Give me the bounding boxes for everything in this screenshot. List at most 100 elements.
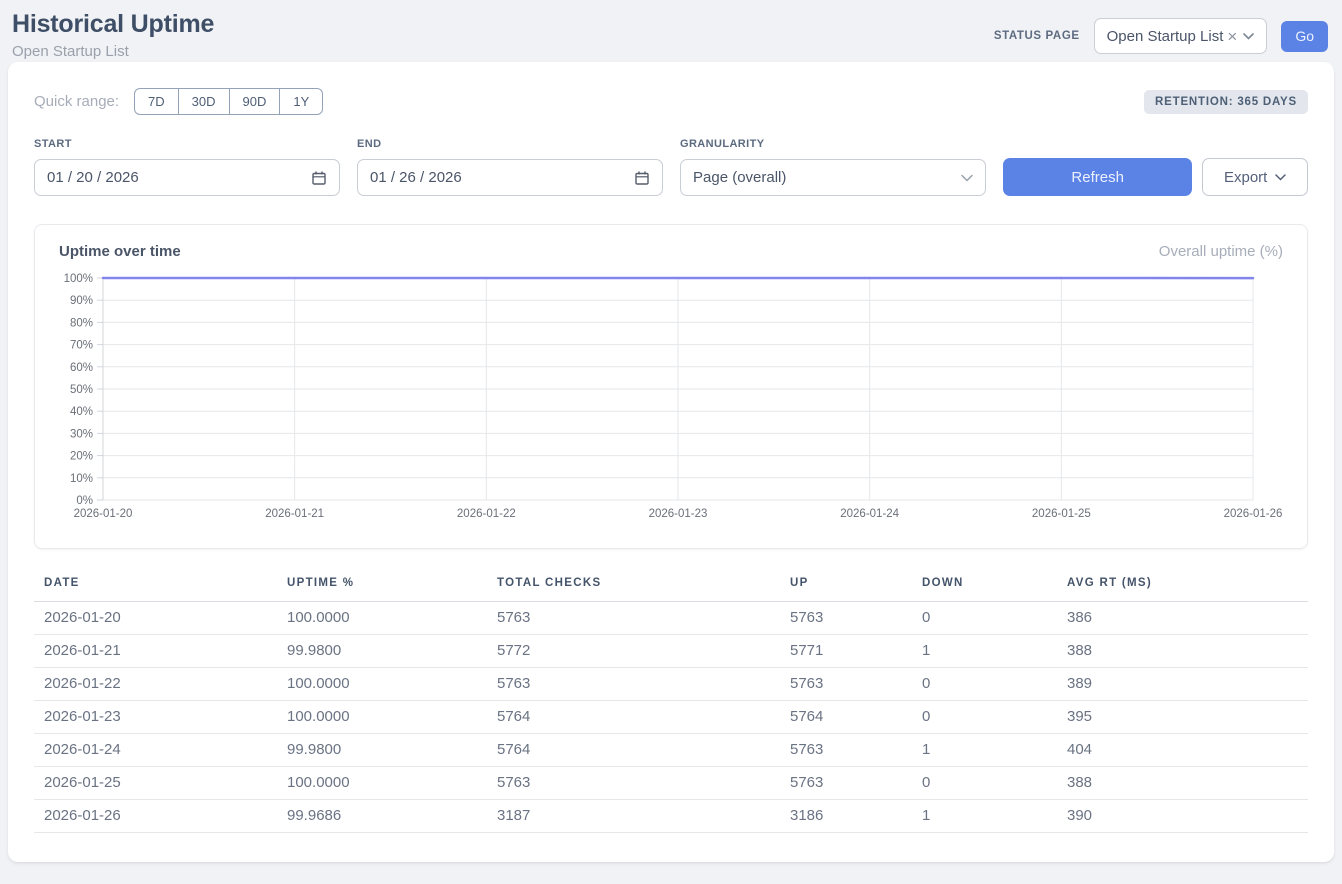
table-cell: 100.0000	[277, 668, 487, 701]
export-button-label: Export	[1224, 169, 1267, 186]
table-cell: 1	[912, 734, 1057, 767]
table-cell: 2026-01-21	[34, 635, 277, 668]
clear-icon[interactable]: ×	[1227, 28, 1237, 45]
chevron-down-icon	[1243, 33, 1254, 40]
go-button[interactable]: Go	[1281, 21, 1328, 52]
table-cell: 3187	[487, 800, 780, 833]
page-heading-group: Historical Uptime Open Startup List	[12, 10, 214, 60]
table-header-row: DATEUPTIME %TOTAL CHECKSUPDOWNAVG RT (MS…	[34, 577, 1308, 602]
table-cell: 388	[1057, 635, 1308, 668]
quick-range-button-1y[interactable]: 1Y	[279, 88, 323, 115]
status-page-controls: STATUS PAGE Open Startup List × Go	[994, 18, 1328, 54]
uptime-chart-card: Uptime over time Overall uptime (%) 0% 10…	[34, 224, 1308, 549]
table-cell: 0	[912, 701, 1057, 734]
end-date-label: END	[357, 138, 663, 150]
quick-range-label: Quick range:	[34, 93, 119, 110]
table-cell: 0	[912, 602, 1057, 635]
table-cell: 5763	[487, 602, 780, 635]
table-cell: 5763	[487, 668, 780, 701]
table-cell: 389	[1057, 668, 1308, 701]
table-column-header: AVG RT (MS)	[1057, 577, 1308, 602]
y-axis-tick-label: 60%	[70, 362, 93, 374]
quick-range-button-30d[interactable]: 30D	[178, 88, 230, 115]
table-column-header: UPTIME %	[277, 577, 487, 602]
refresh-button[interactable]: Refresh	[1003, 158, 1192, 196]
quick-range-group: Quick range: 7D30D90D1Y	[34, 88, 323, 115]
page-subtitle: Open Startup List	[12, 43, 214, 60]
x-axis-tick-label: 2026-01-22	[457, 508, 516, 520]
table-cell: 2026-01-25	[34, 767, 277, 800]
end-date-field: END 01 / 26 / 2026	[357, 138, 663, 196]
table-column-header: DOWN	[912, 577, 1057, 602]
granularity-value: Page (overall)	[693, 169, 786, 186]
y-axis-tick-label: 100%	[64, 273, 93, 285]
table-row: 2026-01-2499.9800576457631404	[34, 734, 1308, 767]
table-column-header: UP	[780, 577, 912, 602]
table-cell: 2026-01-26	[34, 800, 277, 833]
table-cell: 5763	[780, 602, 912, 635]
granularity-label: GRANULARITY	[680, 138, 986, 150]
table-cell: 100.0000	[277, 602, 487, 635]
table-cell: 5763	[780, 767, 912, 800]
table-cell: 2026-01-22	[34, 668, 277, 701]
table-cell: 390	[1057, 800, 1308, 833]
quick-range-row: Quick range: 7D30D90D1Y RETENTION: 365 D…	[34, 88, 1308, 115]
y-axis-tick-label: 20%	[70, 451, 93, 463]
table-cell: 0	[912, 767, 1057, 800]
y-axis-tick-label: 30%	[70, 428, 93, 440]
chart-header: Uptime over time Overall uptime (%)	[59, 243, 1283, 260]
end-date-value: 01 / 26 / 2026	[370, 169, 462, 186]
table-cell: 0	[912, 668, 1057, 701]
start-date-field: START 01 / 20 / 2026	[34, 138, 340, 196]
table-cell: 3186	[780, 800, 912, 833]
table-cell: 5763	[487, 767, 780, 800]
granularity-select[interactable]: Page (overall)	[680, 159, 986, 196]
table-cell: 395	[1057, 701, 1308, 734]
calendar-icon[interactable]	[311, 170, 327, 186]
chevron-down-icon	[1275, 174, 1286, 181]
uptime-line-chart: 0%10%20%30%40%50%60%70%80%90%100%2026-01…	[59, 270, 1285, 528]
x-axis-tick-label: 2026-01-26	[1224, 508, 1283, 520]
quick-range-button-90d[interactable]: 90D	[229, 88, 281, 115]
table-cell: 5772	[487, 635, 780, 668]
chevron-down-icon	[961, 174, 973, 182]
end-date-input[interactable]: 01 / 26 / 2026	[357, 159, 663, 196]
table-row: 2026-01-20100.0000576357630386	[34, 602, 1308, 635]
table-cell: 404	[1057, 734, 1308, 767]
table-cell: 100.0000	[277, 701, 487, 734]
table-cell: 5764	[780, 701, 912, 734]
quick-range-button-7d[interactable]: 7D	[134, 88, 179, 115]
start-date-input[interactable]: 01 / 20 / 2026	[34, 159, 340, 196]
export-button[interactable]: Export	[1202, 158, 1308, 196]
chart-title: Uptime over time	[59, 243, 181, 260]
y-axis-tick-label: 40%	[70, 406, 93, 418]
x-axis-tick-label: 2026-01-24	[840, 508, 899, 520]
table-cell: 2026-01-23	[34, 701, 277, 734]
table-cell: 386	[1057, 602, 1308, 635]
status-page-select[interactable]: Open Startup List ×	[1094, 18, 1268, 54]
status-page-select-value: Open Startup List	[1107, 28, 1224, 45]
retention-badge: RETENTION: 365 DAYS	[1144, 90, 1308, 114]
y-axis-tick-label: 50%	[70, 384, 93, 396]
y-axis-tick-label: 10%	[70, 473, 93, 485]
calendar-icon[interactable]	[634, 170, 650, 186]
table-cell: 2026-01-24	[34, 734, 277, 767]
y-axis-tick-label: 70%	[70, 340, 93, 352]
table-cell: 1	[912, 800, 1057, 833]
table-cell: 5764	[487, 701, 780, 734]
x-axis-tick-label: 2026-01-23	[649, 508, 708, 520]
granularity-field: GRANULARITY Page (overall)	[680, 138, 986, 196]
table-cell: 99.9686	[277, 800, 487, 833]
x-axis-tick-label: 2026-01-25	[1032, 508, 1091, 520]
status-page-label: STATUS PAGE	[994, 30, 1080, 42]
table-column-header: TOTAL CHECKS	[487, 577, 780, 602]
x-axis-tick-label: 2026-01-20	[74, 508, 133, 520]
y-axis-tick-label: 0%	[76, 495, 93, 507]
start-date-value: 01 / 20 / 2026	[47, 169, 139, 186]
table-row: 2026-01-2699.9686318731861390	[34, 800, 1308, 833]
table-cell: 99.9800	[277, 635, 487, 668]
table-row: 2026-01-25100.0000576357630388	[34, 767, 1308, 800]
uptime-table: DATEUPTIME %TOTAL CHECKSUPDOWNAVG RT (MS…	[34, 577, 1308, 833]
table-column-header: DATE	[34, 577, 277, 602]
table-cell: 99.9800	[277, 734, 487, 767]
